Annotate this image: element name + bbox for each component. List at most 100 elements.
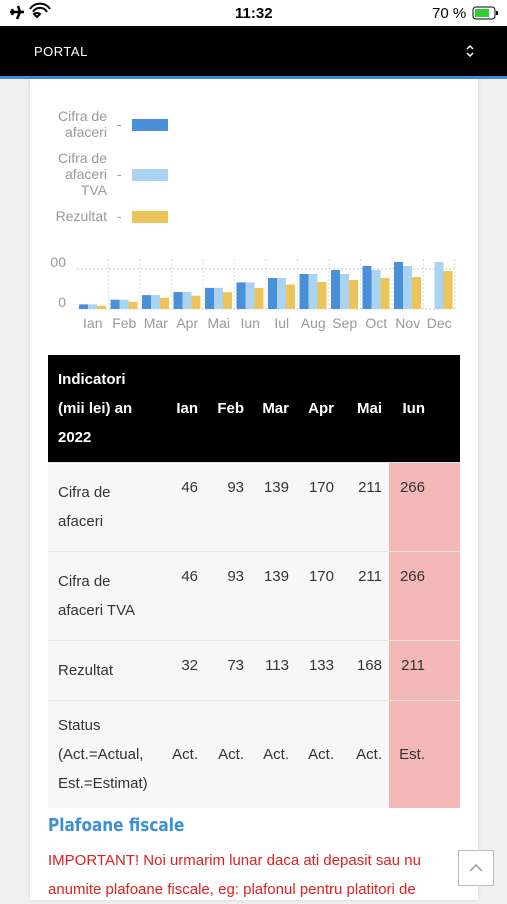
bar — [340, 274, 349, 309]
table-cell: Cifra de afaceri — [48, 462, 160, 552]
bar — [254, 287, 264, 309]
table-cell: 31 — [432, 462, 460, 552]
column-header: Ian — [160, 355, 205, 463]
bar — [191, 295, 201, 309]
table-row: Cifra de afaceri469313917021126631 — [48, 462, 460, 552]
bar — [142, 295, 151, 309]
x-tick-label: Oct — [365, 315, 387, 331]
table-cell: 168 — [341, 640, 389, 701]
x-tick-label: Mar — [144, 315, 168, 331]
bar — [403, 266, 412, 309]
table-cell: Act. — [160, 700, 205, 808]
table-cell: 139 — [251, 462, 296, 552]
bar — [412, 277, 421, 309]
bar — [317, 282, 327, 309]
table-cell: 211 — [389, 640, 432, 701]
bar — [119, 299, 129, 309]
legend-dash: - — [117, 116, 122, 132]
y-tick-label: 0 — [58, 294, 66, 310]
table-cell: 170 — [296, 551, 341, 641]
legend-swatch — [132, 211, 168, 223]
bar — [245, 282, 255, 309]
battery-level: 70 % — [432, 5, 467, 22]
bar — [151, 295, 160, 309]
chart: Cifra de afaceri -Cifra de afaceri TVA-Rezul… — [50, 108, 456, 331]
table-cell: 32 — [160, 640, 205, 701]
column-header: Indicatori (mii lei) an 2022 — [48, 355, 160, 463]
x-tick-label: Feb — [112, 315, 136, 331]
data-table: Indicatori (mii lei) an 2022 Ian Feb Mar Apr… — [48, 355, 460, 808]
table-cell: Es — [432, 700, 460, 808]
bar — [128, 301, 138, 309]
column-header: Mar — [251, 355, 296, 463]
x-tick-label: Iul — [274, 315, 289, 331]
column-header: Mai — [341, 355, 389, 463]
section-text: IMPORTANT! Noi urmarim lunar daca ati de… — [48, 852, 421, 898]
bar — [110, 299, 120, 309]
table-cell: 73 — [205, 640, 251, 701]
table-cell: 266 — [389, 462, 432, 552]
bar — [268, 278, 277, 309]
table-cell: 46 — [160, 551, 205, 641]
bar — [205, 287, 214, 309]
portal-title[interactable]: PORTAL — [34, 44, 88, 59]
table-cell: 93 — [205, 462, 251, 552]
table-cell: Status (Act.=Actual, Est.=Estimat) — [48, 700, 160, 808]
dropdown-toggle[interactable] — [465, 44, 475, 58]
time: 11:32 — [235, 5, 273, 22]
table-cell: 266 — [389, 551, 432, 641]
legend-label: Cifra de afaceri TVA — [58, 150, 108, 198]
column-header: Iul — [432, 355, 460, 463]
legend-swatch — [132, 119, 168, 131]
nav-header: PORTAL — [0, 26, 507, 79]
bar — [349, 280, 358, 309]
legend-label: Cifra de afaceri — [58, 108, 107, 140]
bar — [236, 282, 246, 309]
table-cell: 31 — [432, 551, 460, 641]
bar — [97, 305, 106, 309]
x-tick-label: Ian — [83, 315, 102, 331]
bar — [394, 262, 403, 309]
table-cell: Est. — [389, 700, 432, 808]
bar — [223, 292, 232, 309]
bar — [443, 271, 453, 309]
table-cell: 211 — [341, 462, 389, 552]
bar — [380, 278, 390, 309]
table-row: Rezultat327311313316821124 — [48, 640, 460, 701]
column-header: Feb — [205, 355, 251, 463]
column-header: Apr — [296, 355, 341, 463]
legend-dash: - — [117, 166, 122, 182]
bar — [434, 262, 444, 309]
table-cell: Rezultat — [48, 640, 160, 701]
column-header: Iun — [389, 355, 432, 463]
y-tick-label: 00 — [50, 254, 66, 270]
x-tick-label: Sep — [332, 315, 357, 331]
x-tick-label: Nov — [395, 315, 420, 331]
table-cell: 93 — [205, 551, 251, 641]
bar — [173, 292, 183, 309]
bar — [286, 284, 295, 309]
x-tick-label: Mai — [207, 315, 230, 331]
table-cell: 113 — [251, 640, 296, 701]
table-cell: 24 — [432, 640, 460, 701]
bar — [79, 304, 88, 309]
bar — [160, 297, 169, 309]
scroll-top-button[interactable] — [458, 850, 494, 886]
x-tick-label: Iun — [241, 315, 260, 331]
status-icons — [10, 2, 51, 20]
battery-icon — [472, 6, 498, 20]
x-tick-label: Dec — [427, 315, 452, 331]
x-tick-label: Aug — [301, 315, 326, 331]
table-cell: Act. — [205, 700, 251, 808]
table-cell: 170 — [296, 462, 341, 552]
bar — [277, 278, 286, 309]
table-row: Status (Act.=Actual, Est.=Estimat) Act. Ac… — [48, 700, 460, 808]
table-cell: 139 — [251, 551, 296, 641]
bar — [299, 274, 309, 309]
bar — [182, 292, 192, 309]
section-title: Plafoane fiscale — [48, 815, 185, 836]
table-wrapper: Indicatori (mii lei) an 2022 Ian Feb Mar Apr… — [48, 355, 460, 808]
bar — [362, 266, 372, 309]
table-cell: Act. — [251, 700, 296, 808]
x-tick-label: Apr — [176, 315, 198, 331]
